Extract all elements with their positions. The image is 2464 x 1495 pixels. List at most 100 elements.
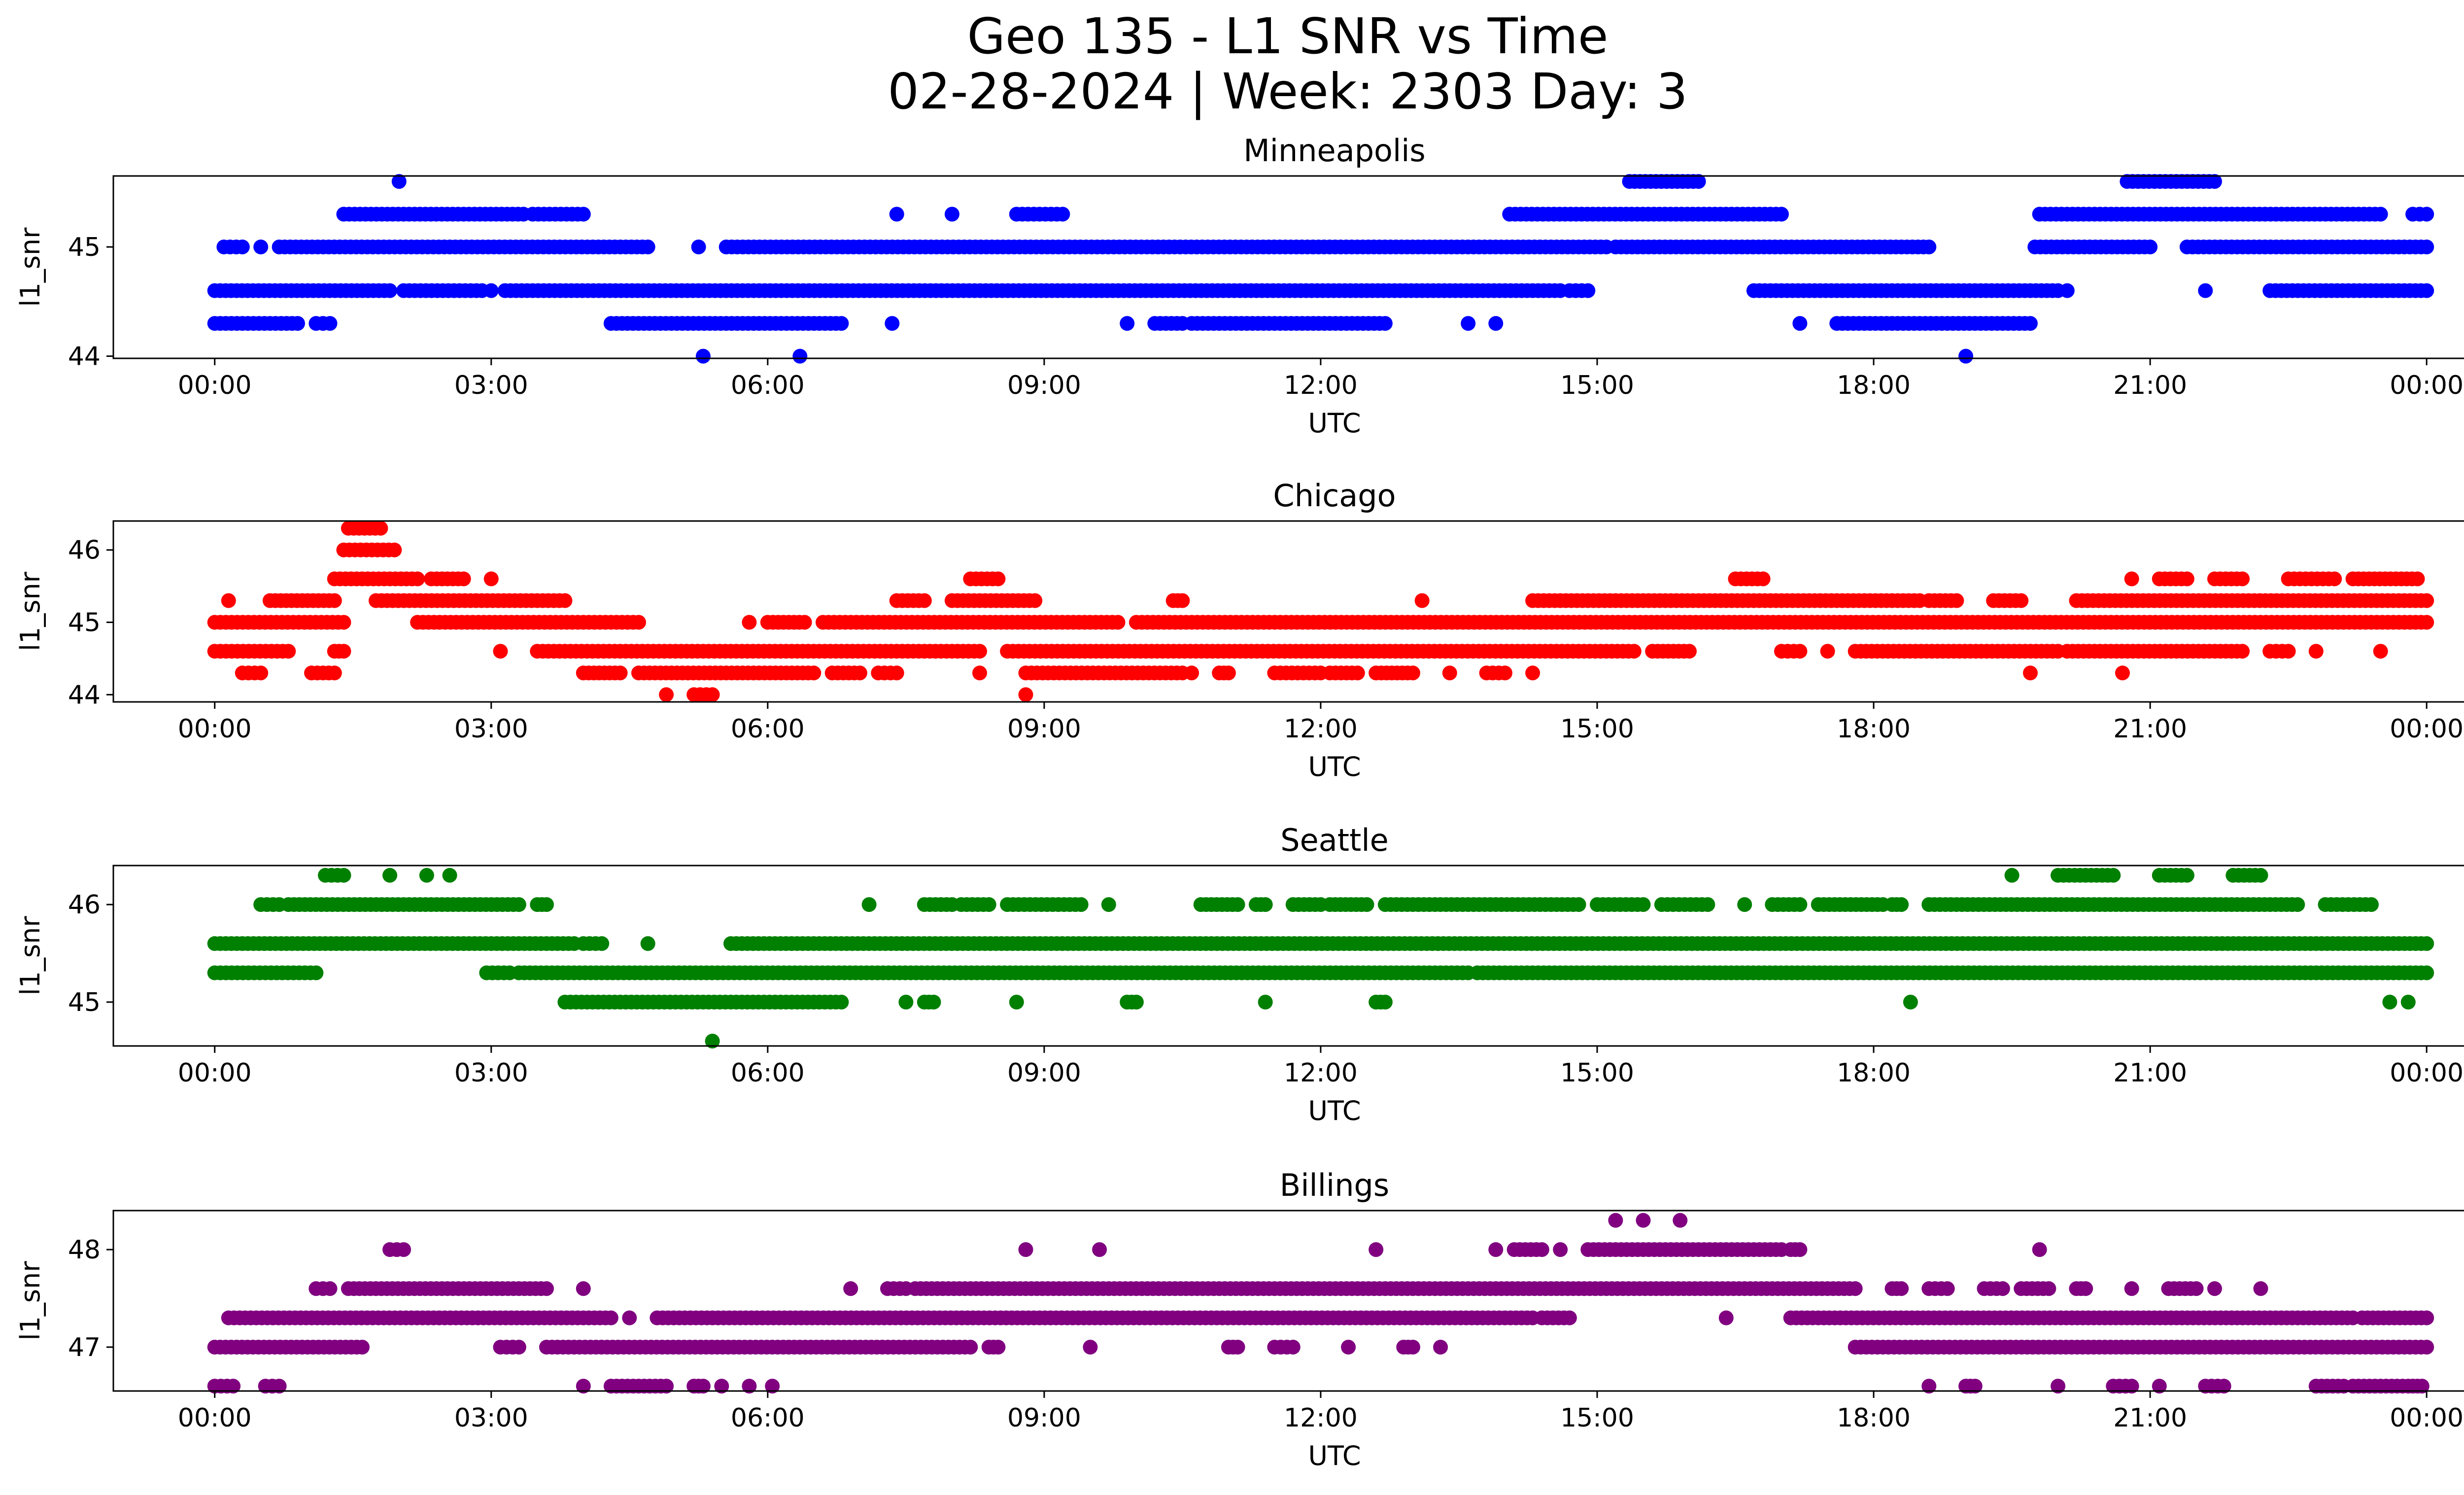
data-point [1848,1281,1863,1296]
data-point [1027,593,1043,608]
x-tick-label: 09:00 [1007,1058,1081,1088]
x-axis-label: UTC [1308,1095,1361,1126]
data-point [2253,868,2268,883]
data-point [391,174,407,189]
data-point [1673,1213,1688,1228]
subplot-2: Seattle 00:00 03:00 06:00 09:00 12:00 15:00 18:… [15,822,2464,1126]
data-point [963,1340,978,1355]
data-point [336,868,351,883]
data-point [926,995,941,1009]
data-point [336,615,351,630]
data-point [2207,1281,2222,1296]
data-point [281,644,296,659]
y-tick-label: 45 [68,988,101,1017]
plot-frame [112,1210,2464,1392]
data-point [1903,995,1918,1009]
figure-title-line-2: 02-28-2024 | Week: 2303 Day: 3 [888,63,1688,120]
data-point [972,644,987,659]
data-point [373,521,388,536]
data-point [327,593,342,608]
data-point [456,571,471,587]
data-point [1792,316,1808,331]
x-tick-label: 00:00 [2390,1058,2464,1088]
data-point [1018,687,1033,702]
data-point [889,665,904,681]
x-tick-label: 09:00 [1007,714,1081,744]
data-point [981,897,996,912]
data-point [1018,1242,1033,1257]
data-point [2152,1379,2167,1394]
data-point [253,240,269,254]
data-point [2400,995,2416,1009]
data-point [1792,644,1808,659]
data-point [1230,897,1245,912]
data-point [2290,897,2305,912]
subplot-1: Chicago 00:00 03:00 06:00 09:00 12:00 15:00 18:… [15,478,2464,782]
data-point [511,1340,526,1355]
data-point [2189,1281,2204,1296]
data-point [1101,897,1116,912]
data-point [2419,283,2434,298]
y-axis-label: l1_snr [15,916,46,996]
data-point [557,593,573,608]
data-point [742,615,757,630]
data-point [613,665,628,681]
x-tick-label: 21:00 [2113,1403,2187,1433]
data-point [1553,1242,1568,1257]
data-point [2023,665,2038,681]
x-tick-label: 18:00 [1837,1058,1911,1088]
data-point [387,542,402,557]
y-tick-label: 44 [68,342,101,372]
data-point [419,868,434,883]
x-tick-label: 12:00 [1284,1403,1358,1433]
data-point [2078,1281,2093,1296]
x-tick-label: 00:00 [178,714,252,744]
data-point [410,571,425,587]
data-point [226,1379,241,1394]
data-point [1442,665,1457,681]
x-tick-label: 12:00 [1284,371,1358,400]
data-point [2216,1379,2231,1394]
subplot-3: Billings 00:00 03:00 06:00 09:00 12:00 15:00 18… [15,1167,2464,1471]
subplot-title: Seattle [1280,822,1388,858]
data-point [889,207,904,222]
data-point [576,1379,591,1394]
x-tick-label: 15:00 [1560,1058,1634,1088]
data-point [2059,283,2075,298]
data-point [2327,571,2342,587]
data-point [1175,593,1190,608]
x-axis-label: UTC [1308,1440,1361,1471]
data-point [1608,1213,1623,1228]
x-tick-label: 18:00 [1837,371,1911,400]
x-tick-label: 03:00 [454,371,528,400]
data-point [1792,1242,1808,1257]
x-tick-label: 15:00 [1560,714,1634,744]
data-point [2419,936,2434,951]
data-point [2253,1281,2268,1296]
data-points-2 [207,868,2434,1049]
data-point [1377,316,1393,331]
data-point [2419,1310,2434,1325]
data-point [235,240,250,254]
data-point [1414,593,1430,608]
data-point [483,283,499,298]
data-point [253,665,269,681]
data-point [1755,571,1771,587]
data-point [622,1310,637,1325]
x-tick-label: 21:00 [2113,1058,2187,1088]
data-point [290,316,305,331]
subplot-title: Billings [1280,1167,1389,1203]
y-tick-label: 46 [68,536,101,565]
data-point [1055,207,1070,222]
data-point [539,1281,554,1296]
data-point [442,868,457,883]
data-point [483,571,499,587]
x-tick-label: 00:00 [178,371,252,400]
data-point [1405,1340,1420,1355]
data-point [1350,665,1365,681]
data-point [843,1281,858,1296]
data-point [691,240,706,254]
y-tick-label: 45 [68,608,101,638]
data-point [336,644,351,659]
